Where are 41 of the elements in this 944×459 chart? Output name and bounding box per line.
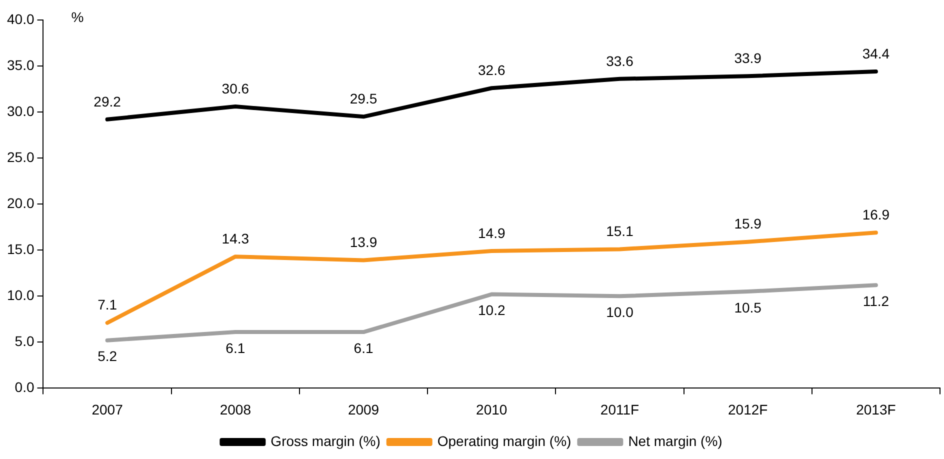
data-label: 29.5: [350, 90, 378, 107]
x-tick-label: 2013F: [856, 401, 896, 418]
x-tick-label: 2011F: [600, 401, 640, 418]
data-label: 13.9: [350, 234, 378, 250]
y-tick-label: 10.0: [7, 287, 34, 304]
y-tick-label: 5.0: [14, 333, 34, 350]
y-tick-label: 40.0: [7, 10, 34, 27]
y-tick-label: 25.0: [7, 148, 34, 165]
data-label: 30.6: [222, 80, 250, 96]
data-label: 10.5: [734, 299, 762, 316]
data-label: 14.3: [222, 230, 250, 246]
data-label: 16.9: [862, 206, 890, 222]
y-tick-label: 35.0: [7, 56, 34, 73]
legend-label: Gross margin (%): [270, 432, 380, 449]
y-tick-label: 15.0: [7, 240, 34, 257]
x-tick-label: 2007: [92, 401, 124, 418]
y-tick-label: 20.0: [7, 194, 34, 211]
data-label: 14.9: [478, 224, 506, 241]
data-label: 15.1: [606, 223, 634, 240]
data-label: 33.6: [606, 52, 634, 69]
data-label: 29.2: [94, 93, 122, 110]
y-tick-label: 30.0: [7, 102, 34, 119]
data-label: 5.2: [98, 348, 118, 364]
data-label: 6.1: [226, 340, 246, 356]
data-label: 10.2: [478, 302, 506, 318]
data-label: 34.4: [862, 45, 890, 62]
y-tick-label: 0.0: [14, 379, 34, 396]
x-tick-label: 2012F: [728, 401, 768, 418]
x-tick-label: 2010: [476, 401, 508, 418]
y-axis-title: %: [71, 8, 84, 25]
data-label: 32.6: [478, 62, 506, 78]
data-label: 7.1: [98, 296, 118, 313]
x-tick-label: 2008: [220, 401, 252, 418]
x-tick-label: 2009: [348, 401, 380, 418]
data-label: 15.9: [734, 216, 762, 232]
data-label: 10.0: [606, 304, 634, 320]
data-label: 33.9: [734, 50, 762, 66]
data-label: 11.2: [862, 292, 890, 309]
legend-label: Operating margin (%): [437, 432, 572, 449]
data-label: 6.1: [354, 340, 374, 356]
legend-label: Net margin (%): [628, 432, 722, 449]
